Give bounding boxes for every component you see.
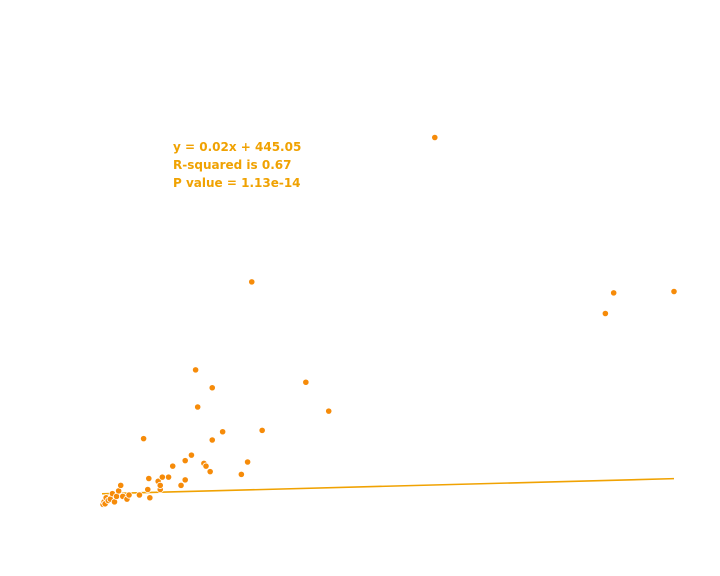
data-point xyxy=(146,494,154,502)
fit-line-layer xyxy=(101,477,675,495)
data-point xyxy=(208,384,216,392)
data-point xyxy=(135,491,144,499)
regression-annotation: y = 0.02x + 445.05 R-squared is 0.67 P v… xyxy=(173,138,301,192)
data-point xyxy=(156,481,164,489)
data-point xyxy=(181,476,189,484)
data-point xyxy=(206,468,214,476)
data-point xyxy=(601,309,609,318)
data-point xyxy=(237,470,245,478)
data-point xyxy=(125,491,133,499)
data-point xyxy=(219,428,227,436)
data-point xyxy=(164,473,173,481)
data-point xyxy=(177,481,185,489)
data-point xyxy=(258,426,266,434)
data-point xyxy=(670,287,678,296)
r-squared-text: R-squared is 0.67 xyxy=(173,158,292,172)
data-point xyxy=(144,485,152,494)
data-point xyxy=(302,378,310,386)
data-point xyxy=(169,462,177,470)
data-point xyxy=(192,366,200,374)
fit-line xyxy=(101,477,675,495)
points-layer xyxy=(99,133,678,508)
data-point xyxy=(431,133,439,142)
data-point xyxy=(248,278,256,286)
data-point xyxy=(194,403,202,411)
regression-equation: y = 0.02x + 445.05 xyxy=(173,140,302,154)
data-point xyxy=(187,451,196,459)
data-point xyxy=(325,407,333,415)
p-value-text: P value = 1.13e-14 xyxy=(173,176,301,190)
data-point xyxy=(145,474,153,483)
data-point xyxy=(140,435,148,443)
data-point xyxy=(202,462,210,470)
data-point xyxy=(158,473,166,481)
data-point xyxy=(117,481,125,489)
data-point xyxy=(610,289,618,297)
data-point xyxy=(181,457,189,465)
data-point xyxy=(208,436,216,444)
data-point xyxy=(244,458,252,466)
